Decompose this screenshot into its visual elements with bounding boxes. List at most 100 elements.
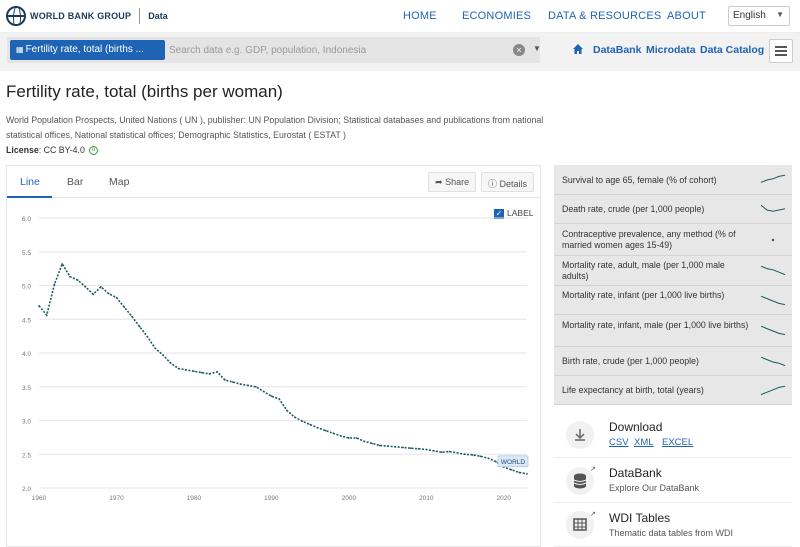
data-point	[247, 384, 249, 387]
line-chart: 2.0 2.5 3.0 3.5 4.0 4.5 5.0 5.5 6.0 1960 1970 1980 1…	[22, 216, 529, 502]
data-point	[84, 286, 87, 288]
data-point	[301, 420, 304, 422]
hamburger-menu-button[interactable]	[769, 39, 793, 63]
share-button[interactable]: ➦ Share	[428, 172, 477, 192]
databank-card[interactable]: ↗ DataBank Explore Our DataBank	[554, 459, 792, 503]
world-bank-logo[interactable]: WORLD BANK GROUP Data	[6, 6, 168, 26]
data-point	[340, 435, 342, 437]
sparkline-icon	[760, 325, 786, 336]
related-indicator-item[interactable]: Birth rate, crude (per 1,000 people)	[554, 347, 792, 376]
external-link-icon: ↗	[590, 466, 596, 473]
series-label-box	[497, 455, 529, 468]
microdata-link[interactable]: Microdata	[646, 44, 696, 56]
tab-line[interactable]: Line	[20, 176, 40, 188]
data-point	[123, 306, 126, 308]
data-point	[270, 395, 273, 397]
wdi-subtitle: Thematic data tables from WDI	[609, 528, 734, 538]
y-tick-label: 5.0	[22, 284, 31, 291]
label-toggle[interactable]: ✓ LABEL	[494, 208, 533, 219]
data-point	[471, 454, 474, 456]
related-indicators-list: Survival to age 65, female (% of cohort)…	[554, 165, 792, 405]
tab-bar[interactable]: Bar	[67, 176, 84, 188]
data-point	[456, 452, 459, 454]
nav-data-resources[interactable]: DATA & RESOURCES	[548, 10, 662, 22]
details-button[interactable]: ⓘ Details	[481, 172, 535, 192]
chevron-down-icon: ▼	[776, 10, 784, 19]
brand-section[interactable]: Data	[148, 11, 168, 21]
data-point	[464, 453, 466, 456]
clear-icon[interactable]: ×	[513, 44, 525, 56]
related-indicator-item[interactable]: Survival to age 65, female (% of cohort)	[554, 165, 792, 195]
database-icon	[566, 467, 594, 495]
data-point	[76, 279, 79, 281]
data-point	[355, 437, 358, 439]
share-icon: ➦	[435, 177, 443, 187]
nav-economies[interactable]: ECONOMIES	[462, 10, 532, 22]
download-icon	[566, 421, 594, 449]
related-indicator-item[interactable]: Contraceptive prevalence, any method (% …	[554, 224, 792, 256]
data-point	[286, 409, 288, 412]
related-indicator-item[interactable]: Mortality rate, infant (per 1,000 live b…	[554, 286, 792, 315]
databank-link[interactable]: DataBank	[593, 44, 642, 56]
related-indicator-label: Mortality rate, infant (per 1,000 live b…	[562, 289, 725, 300]
data-point	[425, 448, 428, 451]
dropdown-arrow-icon[interactable]: ▼	[533, 44, 541, 53]
data-point	[45, 314, 48, 316]
data-point	[487, 457, 490, 460]
related-indicator-label: Contraceptive prevalence, any method (% …	[562, 229, 736, 250]
table-icon	[566, 511, 594, 539]
sparkline-icon	[760, 295, 786, 305]
x-tick-label: 1990	[264, 495, 279, 502]
tab-map[interactable]: Map	[109, 176, 130, 188]
download-csv-link[interactable]: CSV	[609, 437, 629, 448]
data-catalog-link[interactable]: Data Catalog	[700, 44, 765, 56]
data-point	[115, 296, 118, 299]
data-point	[162, 354, 164, 356]
download-excel-link[interactable]: EXCEL	[662, 437, 694, 448]
license: License: CC BY-4.0 o	[6, 145, 98, 156]
y-tick-label: 2.5	[22, 452, 31, 459]
license-label: License	[6, 145, 39, 155]
data-point	[518, 471, 521, 474]
wdi-tables-card[interactable]: ↗ WDI Tables Thematic data tables from W…	[554, 504, 792, 547]
data-point	[510, 468, 513, 471]
related-indicator-label: Life expectancy at birth, total (years)	[562, 385, 704, 395]
data-point	[278, 398, 280, 400]
related-indicator-label: Death rate, crude (per 1,000 people)	[562, 204, 705, 214]
data-point	[92, 293, 95, 296]
related-indicator-item[interactable]: Mortality rate, adult, male (per 1,000 m…	[554, 256, 792, 286]
search-input[interactable]	[169, 40, 499, 60]
license-value[interactable]: : CC BY-4.0	[38, 145, 85, 155]
home-icon[interactable]	[572, 43, 584, 55]
data-point	[38, 304, 40, 307]
related-indicator-label: Mortality rate, adult, male (per 1,000 m…	[562, 260, 725, 281]
data-point	[371, 442, 373, 445]
data-point	[53, 283, 56, 285]
search-bar-row: ▦Fertility rate, total (births ... × ▼ D…	[0, 33, 800, 71]
data-point	[293, 416, 296, 418]
data-point	[231, 381, 234, 383]
data-point	[402, 446, 404, 449]
selected-indicator-chip[interactable]: ▦ Fertility rate, total (births ...	[10, 40, 165, 60]
checkbox-checked-icon: ✓	[494, 208, 504, 219]
data-point	[255, 385, 257, 388]
external-link-icon: ↗	[590, 511, 596, 518]
related-indicator-label: Mortality rate, infant, male (per 1,000 …	[562, 320, 749, 330]
download-xml-link[interactable]: XML	[634, 437, 654, 448]
data-point	[69, 275, 71, 278]
data-point	[100, 286, 102, 288]
related-indicator-item[interactable]: Life expectancy at birth, total (years)	[554, 376, 792, 405]
data-point	[379, 444, 381, 447]
y-tick-label: 4.0	[22, 351, 31, 358]
related-indicator-item[interactable]: Death rate, crude (per 1,000 people)	[554, 195, 792, 224]
nav-home[interactable]: HOME	[403, 10, 437, 22]
series-line-world	[38, 262, 528, 475]
data-point	[208, 373, 211, 375]
chip-label: Fertility rate, total (births ...	[25, 44, 144, 55]
globe-icon	[6, 6, 26, 26]
sparkline-icon	[771, 238, 775, 242]
info-icon: ⓘ	[488, 179, 498, 189]
language-select[interactable]: English ▼	[728, 6, 790, 26]
related-indicator-item[interactable]: Mortality rate, infant, male (per 1,000 …	[554, 315, 792, 347]
nav-about[interactable]: ABOUT	[667, 10, 706, 22]
